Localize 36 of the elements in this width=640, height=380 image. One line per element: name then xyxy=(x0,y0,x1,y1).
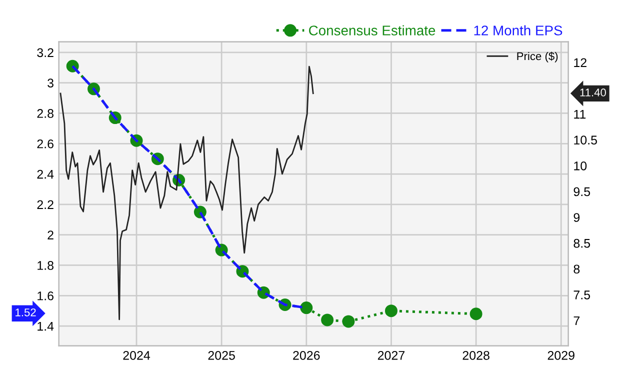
y2-tick-label: 11 xyxy=(574,110,586,119)
x-tick-label: 2024 xyxy=(123,350,150,360)
y-tick-label: 1.8 xyxy=(38,261,54,270)
legend-label: Consensus Estimate xyxy=(309,25,436,36)
point xyxy=(342,315,355,328)
y-tick-label: 2.2 xyxy=(37,200,54,209)
x-tick-label: 2029 xyxy=(548,350,574,360)
point xyxy=(321,314,334,326)
point xyxy=(470,308,482,320)
y2-tick-label: 10.5 xyxy=(574,136,597,145)
y2-tick-label: 9 xyxy=(574,213,580,222)
y2-tick-label: 7.5 xyxy=(574,290,590,300)
x-tick-label: 2025 xyxy=(208,350,235,360)
point xyxy=(384,304,398,318)
y2-tick-label: 8.5 xyxy=(574,238,590,248)
y-tick-label: 2.6 xyxy=(37,139,54,148)
y-tick-label: 3.2 xyxy=(37,48,54,58)
legend-label: 12 Month EPS xyxy=(474,25,562,36)
y2-tick-label: 12 xyxy=(574,58,586,67)
legend-label: Price ($) xyxy=(517,52,558,62)
y2-tick-label: 7 xyxy=(574,316,580,326)
y-tick-label: 1.6 xyxy=(38,291,54,300)
y-tick-label: 2.4 xyxy=(37,170,54,179)
y2-tick-label: 10 xyxy=(574,161,587,170)
x-tick-label: 2027 xyxy=(378,350,404,360)
y-tick-label: 2 xyxy=(48,230,54,240)
y2-tick-label: 9.5 xyxy=(574,187,590,196)
point xyxy=(300,302,313,314)
y2-tick-label: 8 xyxy=(574,264,580,274)
x-tick-label: 2026 xyxy=(293,350,320,360)
y-tick-label: 2.8 xyxy=(37,109,54,118)
y-tick-label: 3 xyxy=(48,78,54,88)
text: 1.52 xyxy=(16,308,36,316)
x-tick-label: 2028 xyxy=(462,350,490,360)
text: 11.40 xyxy=(580,88,606,96)
y-tick-label: 1.4 xyxy=(38,322,54,331)
